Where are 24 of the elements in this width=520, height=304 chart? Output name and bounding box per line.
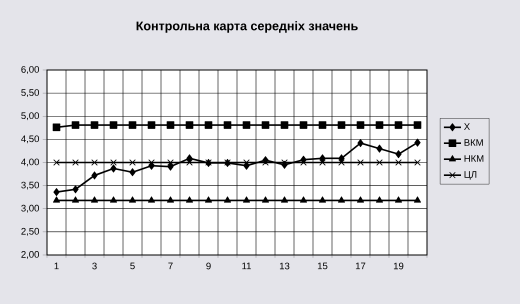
x-tick-label: 7	[168, 262, 173, 270]
x-tick-label: 3	[92, 262, 97, 270]
y-tick-label: 3,50	[21, 182, 39, 190]
legend-label: ВКМ	[464, 139, 483, 146]
x-tick-label: 9	[206, 262, 211, 270]
x-tick-label: 1	[54, 262, 59, 270]
x-tick-label: 11	[242, 262, 251, 270]
y-tick-label: 2,00	[21, 251, 39, 259]
x-tick-label: 15	[318, 262, 328, 270]
legend-label: X	[464, 123, 470, 130]
legend-label: НКМ	[464, 155, 484, 162]
y-tick-label: 6,00	[21, 66, 39, 74]
y-tick-label: 3,00	[21, 204, 39, 213]
x-tick-label: 5	[130, 262, 135, 270]
legend-label: ЦЛ	[464, 171, 476, 180]
y-tick-label: 2,50	[21, 228, 39, 236]
x-tick-label: 19	[394, 262, 404, 270]
y-tick-label: 4,00	[21, 158, 39, 166]
x-tick-label: 17	[356, 262, 366, 270]
y-tick-label: 4,50	[21, 135, 39, 144]
y-tick-label: 5,50	[21, 89, 39, 98]
y-tick-label: 5,00	[21, 112, 39, 120]
chart-title: Контрольна карта середніх значень	[136, 21, 358, 33]
x-tick-label: 13	[280, 262, 290, 270]
